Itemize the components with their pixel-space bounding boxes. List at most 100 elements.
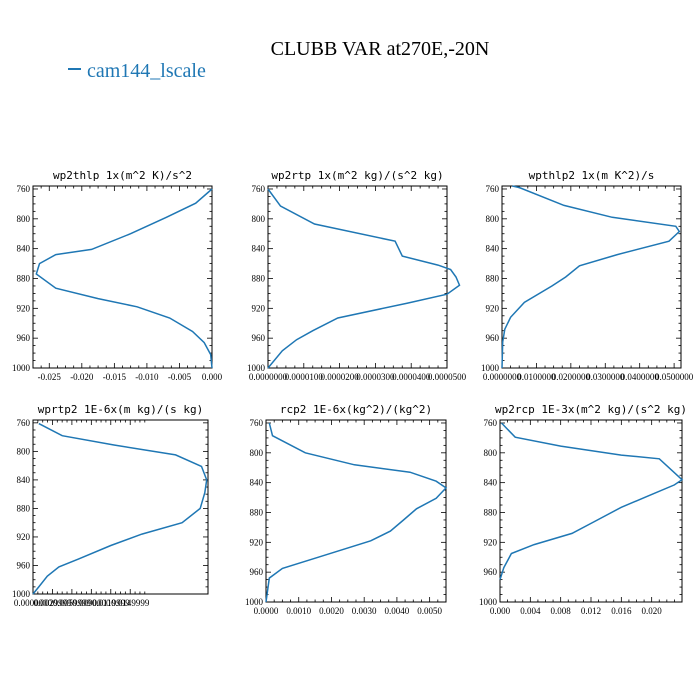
y-tick-label: 920 xyxy=(17,532,31,542)
plot-title: wprtp2 1E-6x(m kg)/(s kg) xyxy=(38,403,204,416)
y-tick-label: 1000 xyxy=(12,363,31,373)
y-tick-label: 960 xyxy=(250,567,264,577)
plot-title: wp2thlp 1x(m^2 K)/s^2 xyxy=(53,169,192,182)
plot-title: wp2rtp 1x(m^2 kg)/(s^2 kg) xyxy=(271,169,443,182)
x-tick-label: -0.005 xyxy=(168,372,192,382)
y-tick-label: 880 xyxy=(250,507,264,517)
x-tick-label: 0.012 xyxy=(581,606,601,616)
y-tick-label: 840 xyxy=(486,244,500,254)
y-tick-label: 800 xyxy=(484,448,498,458)
plot-panel: wp2thlp 1x(m^2 K)/s^2 760 800 840 880 920 960 1… xyxy=(12,169,223,382)
series-line xyxy=(35,188,213,369)
x-tick-label: 0.0059999 xyxy=(53,598,92,608)
y-tick-label: 800 xyxy=(17,214,31,224)
x-tick-label: 0.0000000 xyxy=(249,372,288,382)
y-tick-label: 840 xyxy=(250,478,264,488)
y-tick-label: 960 xyxy=(252,333,266,343)
series-line xyxy=(265,422,448,603)
plot-panel: rcp2 1E-6x(kg^2)/(kg^2) 760 800 840 880 920 96… xyxy=(245,403,448,616)
x-tick-label: 0.0100000 xyxy=(517,372,556,382)
y-tick-label: 760 xyxy=(17,418,31,428)
y-tick-label: 880 xyxy=(17,503,31,513)
y-tick-label: 760 xyxy=(17,184,31,194)
x-tick-label: 0.0040 xyxy=(385,606,410,616)
y-tick-label: 760 xyxy=(250,418,264,428)
y-tick-label: 840 xyxy=(17,475,31,485)
y-tick-label: 880 xyxy=(17,273,31,283)
plot-frame xyxy=(501,185,682,369)
y-tick-label: 1000 xyxy=(247,363,266,373)
plot-frame xyxy=(265,419,447,603)
y-tick-label: 800 xyxy=(250,448,264,458)
x-tick-label: 0.000 xyxy=(202,372,223,382)
figure-title: CLUBB VAR at270E,-20N xyxy=(270,38,490,60)
x-tick-label: 0.0119999 xyxy=(92,598,130,608)
y-tick-label: 880 xyxy=(252,273,266,283)
y-tick-label: 920 xyxy=(486,303,500,313)
x-tick-label: 0.0000100 xyxy=(285,372,324,382)
y-tick-label: 1000 xyxy=(12,589,31,599)
x-tick-label: -0.020 xyxy=(70,372,94,382)
x-tick-label: 0.0400000 xyxy=(621,372,660,382)
x-tick-label: 0.0029999 xyxy=(33,598,72,608)
y-tick-label: 760 xyxy=(484,418,498,428)
x-tick-label: 0.0149999 xyxy=(111,598,150,608)
x-tick-label: 0.0000400 xyxy=(392,372,431,382)
y-tick-label: 800 xyxy=(486,214,500,224)
plot-frame xyxy=(32,185,213,369)
y-tick-label: 960 xyxy=(17,333,31,343)
x-tick-label: 0.0000000 xyxy=(14,598,53,608)
x-tick-label: 0.016 xyxy=(611,606,632,616)
plot-title: wpthlp2 1x(m K^2)/s xyxy=(529,169,655,182)
x-tick-label: 0.0200000 xyxy=(552,372,591,382)
y-tick-label: 840 xyxy=(17,244,31,254)
series-line xyxy=(267,188,461,369)
x-tick-label: 0.0000300 xyxy=(356,372,395,382)
y-tick-label: 1000 xyxy=(245,597,264,607)
y-tick-label: 920 xyxy=(250,537,264,547)
x-tick-label: 0.020 xyxy=(642,606,663,616)
y-tick-label: 1000 xyxy=(481,363,500,373)
y-tick-label: 880 xyxy=(486,273,500,283)
x-tick-label: 0.008 xyxy=(551,606,572,616)
x-tick-label: 0.0000500 xyxy=(428,372,467,382)
y-tick-label: 840 xyxy=(252,244,266,254)
series-line xyxy=(499,422,684,580)
x-tick-label: 0.0000 xyxy=(254,606,279,616)
x-tick-label: -0.010 xyxy=(135,372,159,382)
legend-line-icon xyxy=(68,68,81,71)
plot-title: rcp2 1E-6x(kg^2)/(kg^2) xyxy=(280,403,432,416)
y-tick-label: 800 xyxy=(17,446,31,456)
y-tick-label: 840 xyxy=(484,478,498,488)
series-line xyxy=(501,185,681,369)
y-tick-label: 920 xyxy=(17,303,31,313)
x-tick-label: 0.000 xyxy=(490,606,511,616)
x-tick-label: 0.0000000 xyxy=(483,372,522,382)
plot-title: wp2rcp 1E-3x(m^2 kg)/(s^2 kg) xyxy=(495,403,687,416)
plot-panel: wprtp2 1E-6x(m kg)/(s kg) 760 800 840 880 920… xyxy=(12,403,209,608)
x-tick-label: 0.0000200 xyxy=(320,372,359,382)
x-tick-label: 0.0010 xyxy=(286,606,311,616)
x-tick-label: 0.0030 xyxy=(352,606,377,616)
y-tick-label: 760 xyxy=(486,184,500,194)
plot-frame xyxy=(499,419,683,603)
y-tick-label: 960 xyxy=(17,560,31,570)
plot-panel: wp2rcp 1E-3x(m^2 kg)/(s^2 kg) 760 800 840 88… xyxy=(479,403,687,616)
y-tick-label: 960 xyxy=(486,333,500,343)
x-tick-label: 0.0300000 xyxy=(586,372,625,382)
series-line xyxy=(32,422,208,595)
legend-entry: cam144_lscale xyxy=(87,60,206,82)
y-tick-label: 1000 xyxy=(479,597,498,607)
x-tick-label: 0.0090000 xyxy=(72,598,111,608)
x-tick-label: -0.015 xyxy=(103,372,127,382)
plot-panel: wp2rtp 1x(m^2 kg)/(s^2 kg) 760 800 840 880 92… xyxy=(247,169,467,382)
legend: cam144_lscale xyxy=(68,60,206,83)
y-tick-label: 920 xyxy=(484,537,498,547)
x-tick-label: 0.0020 xyxy=(319,606,344,616)
y-tick-label: 800 xyxy=(252,214,266,224)
x-tick-label: 0.004 xyxy=(520,606,541,616)
x-tick-label: -0.025 xyxy=(38,372,62,382)
plot-panel: wpthlp2 1x(m K^2)/s 760 800 840 880 920 960 100… xyxy=(481,169,694,382)
y-tick-label: 960 xyxy=(484,567,498,577)
